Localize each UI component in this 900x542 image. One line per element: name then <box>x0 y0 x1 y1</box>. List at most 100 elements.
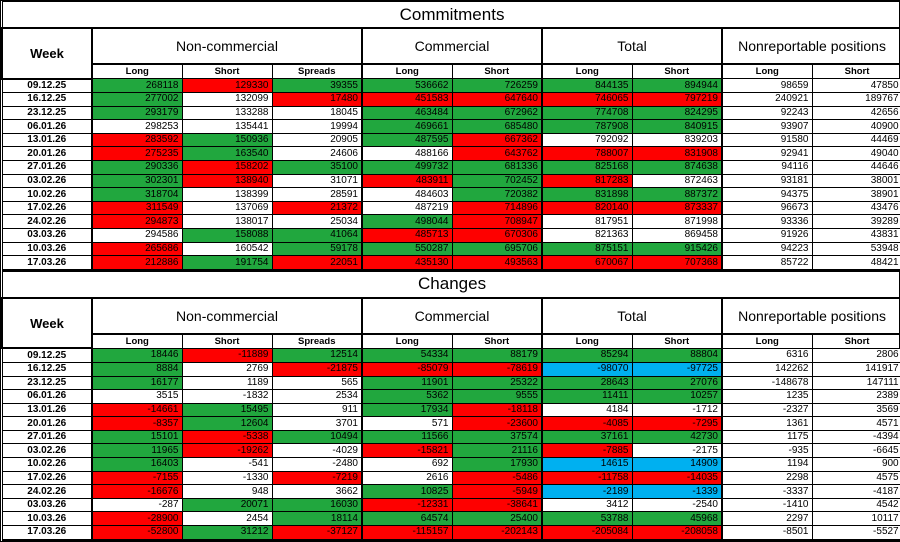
value-cell: 91580 <box>721 132 813 148</box>
value-cell: 10257 <box>631 389 723 404</box>
value-cell: 44469 <box>811 132 900 148</box>
week-cell: 06.01.26 <box>1 389 93 404</box>
value-cell: 268118 <box>91 77 183 94</box>
value-cell: 275235 <box>91 146 183 162</box>
value-cell: 872463 <box>631 173 723 189</box>
value-cell: 11411 <box>541 389 633 404</box>
value-cell: 16030 <box>271 497 363 513</box>
value-cell: 94375 <box>721 187 813 202</box>
value-cell: 3662 <box>271 484 363 499</box>
commitments-table: Commitments Week Non-commercial Commerci… <box>1 1 900 271</box>
col-nc-spreads: Spreads <box>271 333 363 349</box>
value-cell: 1235 <box>721 389 813 404</box>
value-cell: 98659 <box>721 77 813 94</box>
value-cell: 311549 <box>91 200 183 216</box>
value-cell: -5486 <box>451 470 543 486</box>
value-cell: -4394 <box>811 429 900 445</box>
value-cell: -7295 <box>631 416 723 431</box>
value-cell: -78619 <box>451 361 543 377</box>
value-cell: 85722 <box>721 255 813 271</box>
col-nc-short: Short <box>181 63 273 79</box>
week-cell: 10.02.26 <box>1 187 93 202</box>
col-nc-long: Long <box>91 333 183 349</box>
value-cell: 681336 <box>451 160 543 175</box>
value-cell: 92243 <box>721 105 813 121</box>
value-cell: 17934 <box>361 402 453 418</box>
value-cell: 25034 <box>271 214 363 230</box>
value-cell: 129330 <box>181 77 273 94</box>
col-nc-long: Long <box>91 63 183 79</box>
value-cell: 9555 <box>451 389 543 404</box>
col-c-short: Short <box>451 63 543 79</box>
value-cell: 96673 <box>721 200 813 216</box>
table-row: 10.02.26 16403 -541 -2480 692 17930 14615 14909… <box>1 457 900 472</box>
changes-title: Changes <box>1 270 900 299</box>
value-cell: -37127 <box>271 525 363 541</box>
value-cell: 35100 <box>271 160 363 175</box>
value-cell: -2480 <box>271 457 363 472</box>
value-cell: 900 <box>811 457 900 472</box>
value-cell: 28643 <box>541 375 633 391</box>
value-cell: 14615 <box>541 457 633 472</box>
value-cell: 40900 <box>811 119 900 134</box>
value-cell: -52800 <box>91 525 183 541</box>
value-cell: 643762 <box>451 146 543 162</box>
value-cell: 2298 <box>721 470 813 486</box>
value-cell: 871998 <box>631 214 723 230</box>
value-cell: 47850 <box>811 77 900 94</box>
subheader-row: Long Short Spreads Long Short Long Short… <box>2 63 900 79</box>
value-cell: -1832 <box>181 389 273 404</box>
table-row: 10.03.26 -28900 2454 18114 64574 25400 53788 45… <box>1 511 900 527</box>
value-cell: -115157 <box>361 525 453 541</box>
value-cell: 839203 <box>631 132 723 148</box>
value-cell: -148678 <box>721 375 813 391</box>
group-total: Total <box>541 297 723 335</box>
value-cell: 792092 <box>541 132 633 148</box>
value-cell: 25400 <box>451 511 543 527</box>
table-row: 10.03.26 265686 160542 59178 550287 695706 875… <box>1 241 900 257</box>
week-cell: 17.03.26 <box>1 255 93 271</box>
value-cell: 488166 <box>361 146 453 162</box>
value-cell: -4085 <box>541 416 633 431</box>
value-cell: 37161 <box>541 429 633 445</box>
value-cell: 6316 <box>721 347 813 363</box>
value-cell: -2175 <box>631 443 723 459</box>
value-cell: 318704 <box>91 187 183 202</box>
value-cell: 4184 <box>541 402 633 418</box>
table-row: 09.12.25 18446 -11889 12514 54334 88179 85294 8… <box>1 347 900 363</box>
col-nr-long: Long <box>721 63 813 79</box>
value-cell: 93336 <box>721 214 813 230</box>
col-nr-short: Short <box>811 63 900 79</box>
value-cell: 536662 <box>361 77 453 94</box>
value-cell: 821363 <box>541 228 633 243</box>
value-cell: 2806 <box>811 347 900 363</box>
value-cell: 28591 <box>271 187 363 202</box>
value-cell: 10117 <box>811 511 900 527</box>
value-cell: 294873 <box>91 214 183 230</box>
value-cell: 647640 <box>451 92 543 107</box>
week-cell: 23.12.25 <box>1 105 93 121</box>
value-cell: 565 <box>271 375 363 391</box>
value-cell: 2616 <box>361 470 453 486</box>
value-cell: 493563 <box>451 255 543 271</box>
value-cell: 817951 <box>541 214 633 230</box>
value-cell: -2327 <box>721 402 813 418</box>
value-cell: 283592 <box>91 132 183 148</box>
value-cell: 4571 <box>811 416 900 431</box>
table-row: 27.01.26 15101 -5338 10494 11566 37574 37161 42… <box>1 429 900 445</box>
value-cell: 714896 <box>451 200 543 216</box>
week-cell: 03.03.26 <box>1 497 93 513</box>
value-cell: 39289 <box>811 214 900 230</box>
value-cell: -4187 <box>811 484 900 499</box>
value-cell: -11758 <box>541 470 633 486</box>
value-cell: 1175 <box>721 429 813 445</box>
week-cell: 10.03.26 <box>1 511 93 527</box>
week-cell: 13.01.26 <box>1 132 93 148</box>
value-cell: 14909 <box>631 457 723 472</box>
table-row: 03.02.26 302301 138940 31071 483911 702452 817… <box>1 173 900 189</box>
value-cell: 290336 <box>91 160 183 175</box>
value-cell: 831898 <box>541 187 633 202</box>
table-row: 23.12.25 16177 1189 565 11901 25322 28643 27076… <box>1 375 900 391</box>
week-cell: 03.02.26 <box>1 173 93 189</box>
